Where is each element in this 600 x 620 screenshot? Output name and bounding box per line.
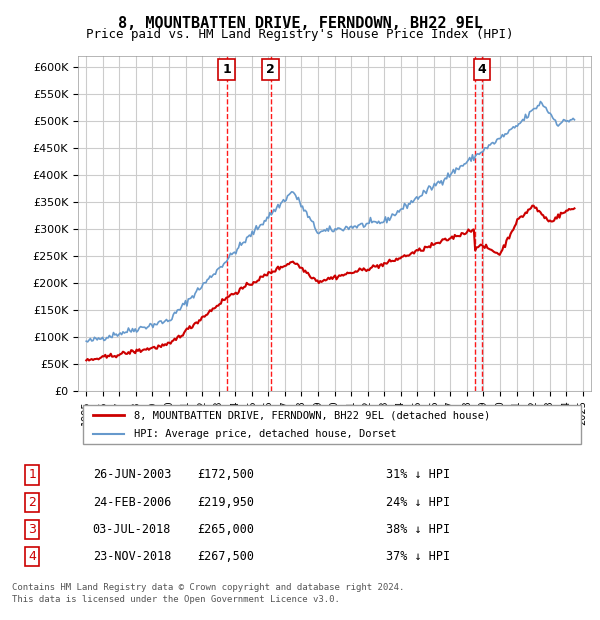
Text: £265,000: £265,000 (197, 523, 254, 536)
Text: 37% ↓ HPI: 37% ↓ HPI (386, 551, 451, 563)
Text: 24-FEB-2006: 24-FEB-2006 (92, 496, 171, 508)
Text: 38% ↓ HPI: 38% ↓ HPI (386, 523, 451, 536)
Text: 24% ↓ HPI: 24% ↓ HPI (386, 496, 451, 508)
Text: 4: 4 (478, 63, 486, 76)
Text: 4: 4 (28, 551, 36, 563)
Text: 1: 1 (28, 469, 36, 481)
Text: 8, MOUNTBATTEN DRIVE, FERNDOWN, BH22 9EL: 8, MOUNTBATTEN DRIVE, FERNDOWN, BH22 9EL (118, 16, 482, 30)
Text: 26-JUN-2003: 26-JUN-2003 (92, 469, 171, 481)
Text: This data is licensed under the Open Government Licence v3.0.: This data is licensed under the Open Gov… (12, 595, 340, 604)
Text: 2: 2 (266, 63, 275, 76)
Text: 8, MOUNTBATTEN DRIVE, FERNDOWN, BH22 9EL (detached house): 8, MOUNTBATTEN DRIVE, FERNDOWN, BH22 9EL… (134, 410, 491, 420)
Text: Contains HM Land Registry data © Crown copyright and database right 2024.: Contains HM Land Registry data © Crown c… (12, 583, 404, 592)
Text: 31% ↓ HPI: 31% ↓ HPI (386, 469, 451, 481)
Text: HPI: Average price, detached house, Dorset: HPI: Average price, detached house, Dors… (134, 429, 397, 439)
Text: £219,950: £219,950 (197, 496, 254, 508)
Text: £172,500: £172,500 (197, 469, 254, 481)
Text: 2: 2 (28, 496, 36, 508)
Text: £267,500: £267,500 (197, 551, 254, 563)
Text: 3: 3 (28, 523, 36, 536)
Text: Price paid vs. HM Land Registry's House Price Index (HPI): Price paid vs. HM Land Registry's House … (86, 28, 514, 41)
FancyBboxPatch shape (83, 405, 581, 444)
Text: 03-JUL-2018: 03-JUL-2018 (92, 523, 171, 536)
Text: 23-NOV-2018: 23-NOV-2018 (92, 551, 171, 563)
Bar (475, 56, 482, 391)
Text: 1: 1 (222, 63, 231, 76)
